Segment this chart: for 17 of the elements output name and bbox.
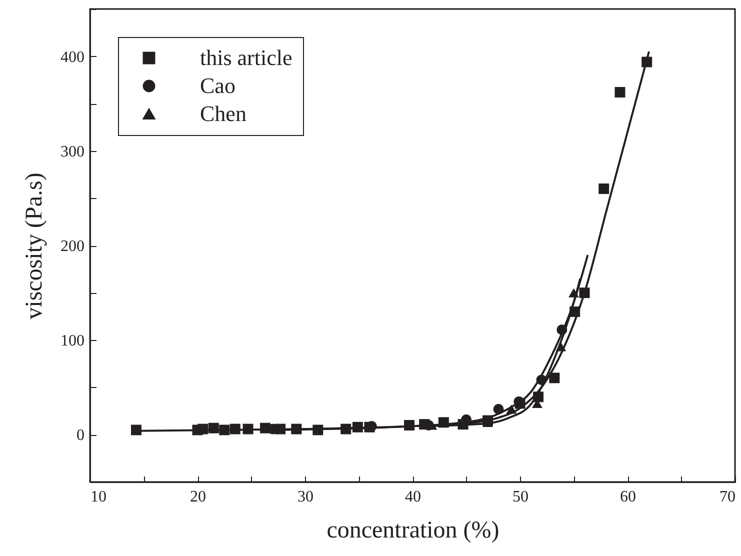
x-axis-title: concentration (%) bbox=[326, 518, 500, 544]
y-tick-label: 200 bbox=[60, 238, 84, 255]
x-tick-label: 40 bbox=[405, 488, 421, 506]
legend-label: this article bbox=[200, 45, 292, 70]
y-tick-label: 300 bbox=[60, 143, 84, 160]
x-tick-label: 70 bbox=[720, 488, 736, 506]
x-tick-label: 30 bbox=[298, 488, 314, 506]
y-tick-label: 0 bbox=[76, 427, 84, 444]
y-tick-label: 400 bbox=[60, 48, 84, 66]
y-tick-label: 100 bbox=[60, 332, 84, 350]
legend-label: Chen bbox=[200, 101, 246, 126]
x-tick-label: 50 bbox=[512, 488, 528, 506]
x-tick-label: 60 bbox=[620, 488, 636, 506]
legend-label: Cao bbox=[200, 73, 236, 98]
x-tick-label: 10 bbox=[90, 488, 106, 506]
x-tick-label: 20 bbox=[190, 488, 206, 506]
y-axis-title: viscosity (Pa.s) bbox=[22, 172, 48, 320]
